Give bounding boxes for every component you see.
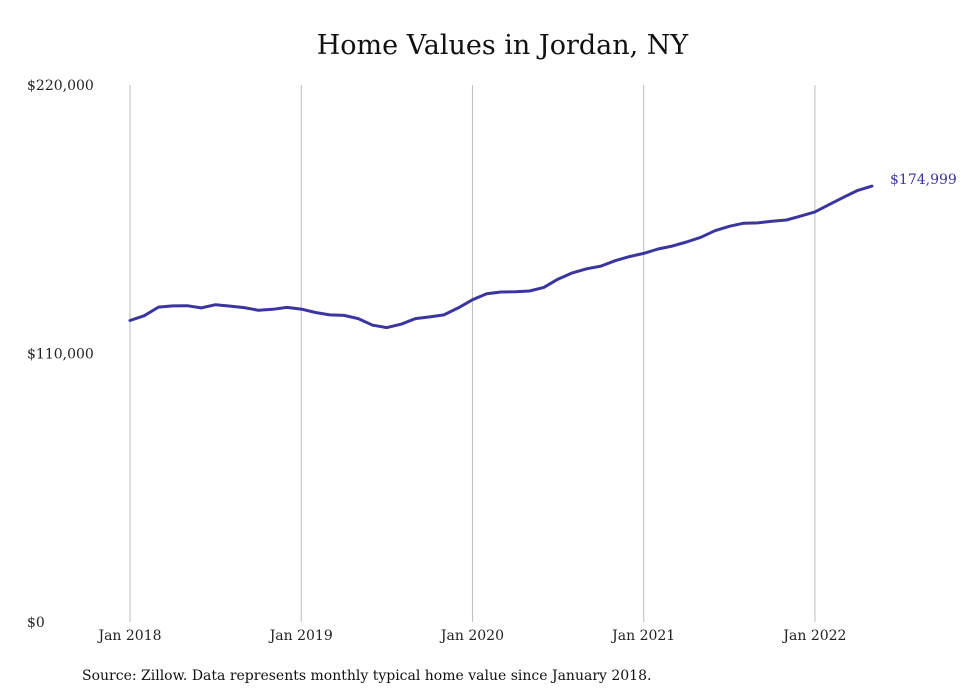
y-tick-label: $220,000	[27, 78, 94, 94]
y-tick-label: $0	[27, 615, 45, 631]
chart-title: Home Values in Jordan, NY	[316, 30, 689, 61]
x-tick-label: Jan 2018	[96, 628, 161, 644]
x-tick-label: Jan 2022	[781, 628, 846, 644]
y-tick-label: $110,000	[27, 347, 94, 363]
x-tick-label: Jan 2021	[610, 628, 675, 644]
series-line	[128, 184, 874, 330]
x-tick-label: Jan 2020	[439, 628, 504, 644]
source-note: Source: Zillow. Data represents monthly …	[82, 668, 652, 684]
x-tick-label: Jan 2019	[268, 628, 333, 644]
last-value-label: $174,999	[890, 172, 957, 188]
